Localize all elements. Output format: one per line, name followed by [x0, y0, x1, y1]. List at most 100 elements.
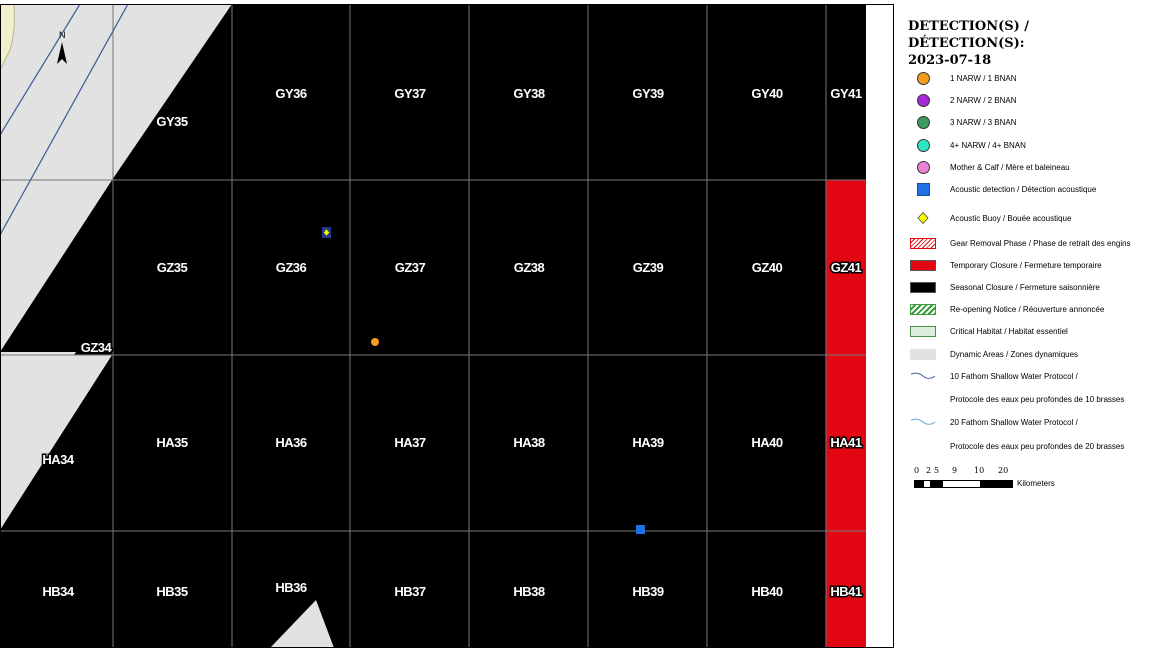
- scale-tick-label: 20: [998, 466, 1009, 475]
- legend-item-label: Gear Removal Phase / Phase de retrait de…: [950, 238, 1131, 248]
- legend-item-label: Re-opening Notice / Réouverture annoncée: [950, 304, 1105, 314]
- cell-label-ha37: HA37: [394, 435, 426, 450]
- land-fragment: [0, 4, 15, 71]
- open-water-area: [866, 4, 894, 180]
- legend-item: Protocole des eaux peu profondes de 10 b…: [910, 391, 1124, 407]
- legend-item-label: 1 NARW / 1 BNAN: [950, 73, 1017, 83]
- legend-item-label: Acoustic detection / Détection acoustiqu…: [950, 184, 1097, 194]
- cell-label-gy39: GY39: [632, 86, 664, 101]
- cell-label-ha35: HA35: [156, 435, 188, 450]
- shallow-water-protocol-lines: [0, 4, 129, 236]
- cell-label-gz40: GZ40: [752, 260, 783, 275]
- circle-icon: [910, 115, 936, 129]
- scale-bar: 0 2 5 9 10 20 Kilometers: [914, 466, 1094, 488]
- swatch-icon: [910, 258, 936, 272]
- legend-item: 4+ NARW / 4+ BNAN: [910, 137, 1026, 153]
- legend-item-label: 3 NARW / 3 BNAN: [950, 117, 1017, 127]
- line-icon: [910, 369, 936, 383]
- cell-label-hb35: HB35: [156, 584, 188, 599]
- hatched-green-swatch-icon: [910, 302, 936, 316]
- legend-item: 1 NARW / 1 BNAN: [910, 70, 1017, 86]
- cell-label-gy35: GY35: [156, 114, 188, 129]
- cell-label-gz41: GZ41: [831, 260, 862, 275]
- circle-icon: [910, 138, 936, 152]
- square-icon: [910, 182, 936, 196]
- cell-label-gy40: GY40: [751, 86, 783, 101]
- grid-lines: [0, 4, 866, 648]
- legend-item-label: Acoustic Buoy / Bouée acoustique: [950, 213, 1072, 223]
- legend-item-label: Protocole des eaux peu profondes de 10 b…: [950, 394, 1125, 404]
- line-icon: [910, 415, 936, 429]
- cell-label-gz39: GZ39: [633, 260, 664, 275]
- legend-title-text: DETECTION(S) / DÉTECTION(S):: [908, 19, 1030, 51]
- cell-label-gy37: GY37: [394, 86, 426, 101]
- cell-label-hb37: HB37: [394, 584, 426, 599]
- legend-item: Mother & Calf / Mère et baleineau: [910, 159, 1070, 175]
- buoy-icon: [910, 211, 936, 225]
- scale-tick-label: 5: [934, 466, 940, 475]
- legend-item: Re-opening Notice / Réouverture annoncée: [910, 301, 1104, 317]
- legend-item: 3 NARW / 3 BNAN: [910, 114, 1017, 130]
- scale-tick-label: 10: [974, 466, 985, 475]
- north-arrow-icon: N: [57, 30, 67, 64]
- cell-label-gz34: GZ34: [81, 340, 113, 355]
- legend-item-label: 4+ NARW / 4+ BNAN: [950, 140, 1026, 150]
- legend-title: DETECTION(S) / DÉTECTION(S): 2023-07-18: [908, 18, 1148, 69]
- legend-item: Protocole des eaux peu profondes de 20 b…: [910, 438, 1124, 454]
- cell-label-hb40: HB40: [751, 584, 783, 599]
- legend-item: 2 NARW / 2 BNAN: [910, 92, 1017, 108]
- swatch-icon: [910, 324, 936, 338]
- legend-item-label: Dynamic Areas / Zones dynamiques: [950, 349, 1079, 359]
- cell-label-gy38: GY38: [513, 86, 545, 101]
- dynamic-area-ha: [0, 355, 112, 530]
- open-water-area: [866, 180, 894, 648]
- north-label: N: [59, 30, 66, 40]
- scale-tick-labels: 0 2 5 9 10 20: [914, 466, 1094, 477]
- cell-label-gy36: GY36: [275, 86, 307, 101]
- legend-item-label: 20 Fathom Shallow Water Protocol /: [950, 417, 1078, 427]
- cell-label-hb39: HB39: [632, 584, 664, 599]
- legend-item-label: Mother & Calf / Mère et baleineau: [950, 162, 1070, 172]
- dynamic-area-gz: [0, 180, 112, 352]
- cell-label-gz38: GZ38: [514, 260, 545, 275]
- legend-item-label: Temporary Closure / Fermeture temporaire: [950, 260, 1102, 270]
- circle-icon: [910, 160, 936, 174]
- cell-label-ha38: HA38: [513, 435, 545, 450]
- scale-bar-graphic: Kilometers: [914, 479, 1094, 488]
- acoustic-buoy-icon[interactable]: [322, 227, 331, 238]
- legend-item-label: Seasonal Closure / Fermeture saisonnière: [950, 282, 1100, 292]
- legend-item: 10 Fathom Shallow Water Protocol /: [910, 368, 1078, 384]
- swatch-icon: [910, 347, 936, 361]
- hatched-red-swatch-icon: [910, 236, 936, 250]
- legend-item-label: 2 NARW / 2 BNAN: [950, 95, 1017, 105]
- acoustic-detection-marker[interactable]: [636, 525, 645, 534]
- legend-item-label: Critical Habitat / Habitat essentiel: [950, 326, 1068, 336]
- narw-1-detection-marker[interactable]: [371, 338, 379, 346]
- legend-item: Dynamic Areas / Zones dynamiques: [910, 346, 1078, 362]
- cell-label-gz35: GZ35: [157, 260, 188, 275]
- dynamic-area-hb36: [270, 600, 334, 648]
- cell-label-ha41: HA41: [830, 435, 862, 450]
- spacer: [910, 392, 936, 406]
- cell-label-ha40: HA40: [751, 435, 783, 450]
- legend-item-label: 10 Fathom Shallow Water Protocol /: [950, 371, 1078, 381]
- cell-label-hb36: HB36: [275, 580, 307, 595]
- scale-tick-label: 0: [914, 466, 920, 475]
- circle-icon: [910, 71, 936, 85]
- legend-item: Acoustic Buoy / Bouée acoustique: [910, 210, 1071, 226]
- cell-label-gz37: GZ37: [395, 260, 426, 275]
- legend-item: Temporary Closure / Fermeture temporaire: [910, 257, 1102, 273]
- cell-label-hb38: HB38: [513, 584, 545, 599]
- legend-item: Acoustic detection / Détection acoustiqu…: [910, 181, 1096, 197]
- cell-label-ha39: HA39: [632, 435, 664, 450]
- legend-item: 20 Fathom Shallow Water Protocol /: [910, 414, 1078, 430]
- cell-label-hb41: HB41: [830, 584, 862, 599]
- cell-label-ha36: HA36: [275, 435, 307, 450]
- legend-item: Critical Habitat / Habitat essentiel: [910, 323, 1068, 339]
- scale-tick-label: 9: [952, 466, 958, 475]
- circle-icon: [910, 93, 936, 107]
- legend-item: Gear Removal Phase / Phase de retrait de…: [910, 235, 1131, 251]
- dynamic-area-gy: [0, 4, 232, 180]
- swatch-icon: [910, 280, 936, 294]
